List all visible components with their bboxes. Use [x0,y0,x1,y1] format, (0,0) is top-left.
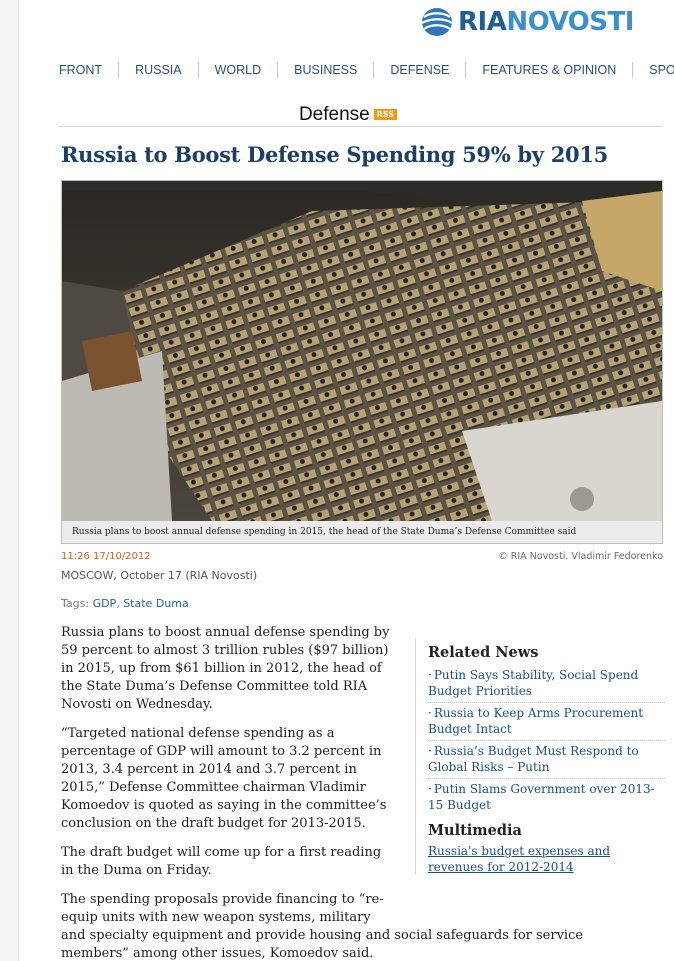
article-paragraph: “Targeted national defense spending as a… [61,726,387,831]
article-paragraph: Russia plans to boost annual defense spe… [61,625,390,712]
article-paragraph-end: and specialty equipment and provide hous… [61,928,584,961]
article-paragraph-start: The spending proposals provide financing… [61,892,384,925]
photo-caption: Russia plans to boost annual defense spe… [62,521,662,543]
main-nav: FRONT RUSSIA WORLD BUSINESS DEFENSE FEAT… [19,58,674,82]
article-photo-frame: Russia plans to boost annual defense spe… [61,180,663,544]
section-heading: Defense RSS [19,104,674,126]
tag-link-gdp[interactable]: GDP [92,597,117,610]
article-body: Russia plans to boost annual defense spe… [61,624,583,961]
tag-link-state-duma[interactable]: State Duma [123,597,189,610]
tags: Tags: GDP, State Duma [61,597,189,610]
nav-item-sport[interactable]: SPORT [649,63,674,77]
page: RIANOVOSTI FRONT RUSSIA WORLD BUSINESS D… [18,0,674,961]
related-news-item[interactable]: · Putin Slams Government over 2013-15 Bud… [428,782,655,812]
globe-logo-icon [421,8,453,36]
dateline: MOSCOW, October 17 (RIA Novosti) [61,569,258,582]
duma-hall-photo [62,181,662,521]
related-news-item[interactable]: · Putin Says Stability, Social Spend Budg… [428,665,665,703]
duma-hall-illustration [62,181,662,521]
related-news-item[interactable]: · Russia’s Budget Must Respond to Global … [428,741,665,779]
nav-item-business[interactable]: BUSINESS [278,62,375,78]
nav-item-world[interactable]: WORLD [199,62,279,78]
tags-label: Tags: [61,597,90,610]
nav-item-defense[interactable]: DEFENSE [374,62,467,78]
photo-credit: © RIA Novosti. Vladimir Fedorenko [498,551,663,562]
article-paragraph: The draft budget will come up for a firs… [61,845,382,878]
rss-badge-icon[interactable]: RSS [373,108,398,120]
multimedia-heading: Multimedia [428,822,522,839]
page-gutter [0,0,18,961]
article-headline: Russia to Boost Defense Spending 59% by … [61,142,608,167]
nav-item-front[interactable]: FRONT [19,62,120,78]
ria-novosti-logo[interactable]: RIANOVOSTI [419,6,634,38]
related-news-item[interactable]: · Russia to Keep Arms Procurement Budget … [428,703,665,741]
sidebar: Related News · Putin Says Stability, Soci… [415,638,665,875]
section-title[interactable]: Defense [296,104,372,125]
article-paragraph: The spending proposals provide financing… [61,891,585,961]
publish-time: 11:26 17/10/2012 [61,551,151,562]
multimedia-link[interactable]: Russia's budget expenses and revenues fo… [428,844,611,874]
nav-item-russia[interactable]: RUSSIA [119,62,199,78]
related-news-list: · Putin Says Stability, Social Spend Budg… [428,665,665,816]
section-divider [59,126,663,127]
related-news-heading: Related News [428,644,539,661]
nav-item-features-opinion[interactable]: FEATURES & OPINION [466,62,634,78]
logo-wordmark: RIANOVOSTI [458,7,634,37]
